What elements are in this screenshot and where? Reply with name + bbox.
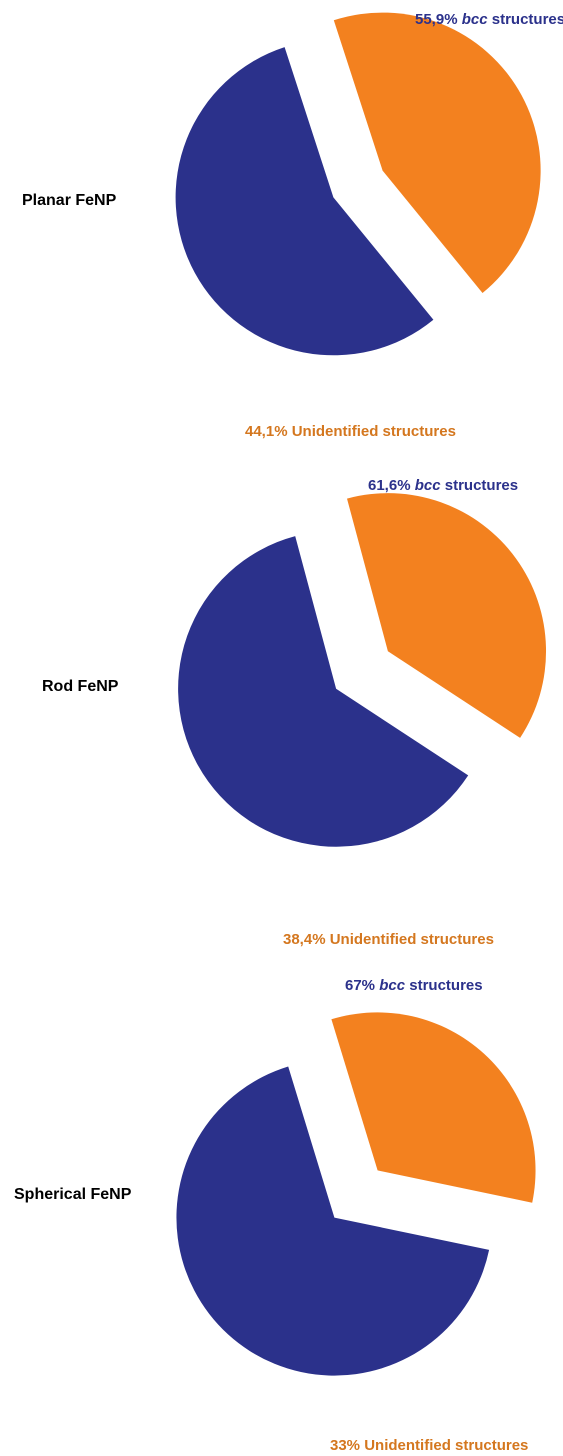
pie-chart-rod: Rod FeNP 61,6% bcc structures 38,4% Unid… [0, 470, 563, 950]
pie-slice-unidentified-spherical [331, 1012, 536, 1203]
slice-label-bcc-spherical-rest: structures [409, 977, 482, 994]
pie-chart-planar-svg: Planar FeNP 55,9% bcc structures 44,1% U… [22, 11, 563, 440]
chart-title-spherical: Spherical FeNP [14, 1186, 132, 1203]
slice-label-unidentified-planar-percent: 44,1% [245, 423, 288, 440]
slice-label-bcc-spherical: 67% bcc structures [345, 977, 483, 994]
slice-label-bcc-spherical-italic: bcc [379, 977, 406, 994]
slice-label-bcc-spherical-percent: 67% [345, 977, 375, 994]
slice-label-bcc-rod: 61,6% bcc structures [368, 477, 518, 494]
slice-label-unidentified-rod-percent: 38,4% [283, 931, 326, 948]
pie-chart-spherical: Spherical FeNP 67% bcc structures 33% Un… [0, 966, 563, 1456]
pie-slices-planar [175, 12, 541, 356]
pie-chart-planar: Planar FeNP 55,9% bcc structures 44,1% U… [0, 0, 563, 460]
pie-slice-unidentified-planar [333, 12, 541, 294]
slice-label-unidentified-planar-rest: Unidentified structures [292, 423, 456, 440]
slice-label-unidentified-spherical: 33% Unidentified structures [330, 1437, 528, 1454]
pie-slice-bcc-planar [175, 47, 434, 356]
pie-slice-bcc-spherical [176, 1066, 490, 1376]
slice-label-bcc-rod-percent: 61,6% [368, 477, 411, 494]
slice-label-unidentified-spherical-rest: Unidentified structures [364, 1437, 528, 1454]
chart-title-planar: Planar FeNP [22, 192, 117, 209]
slice-label-bcc-planar-rest: structures [492, 11, 563, 28]
slice-label-bcc-planar-italic: bcc [462, 11, 489, 28]
pie-slices-spherical [176, 1012, 536, 1376]
slice-label-unidentified-rod: 38,4% Unidentified structures [283, 931, 494, 948]
pie-chart-rod-svg: Rod FeNP 61,6% bcc structures 38,4% Unid… [42, 477, 547, 948]
slice-label-unidentified-rod-rest: Unidentified structures [330, 931, 494, 948]
slice-label-bcc-planar-percent: 55,9% [415, 11, 458, 28]
slice-label-unidentified-spherical-percent: 33% [330, 1437, 360, 1454]
pie-slice-unidentified-rod [347, 493, 547, 738]
chart-title-rod: Rod FeNP [42, 678, 119, 695]
pie-slices-rod [178, 493, 547, 847]
pie-slice-bcc-rod [178, 536, 469, 847]
slice-label-unidentified-planar: 44,1% Unidentified structures [245, 423, 456, 440]
pie-chart-spherical-svg: Spherical FeNP 67% bcc structures 33% Un… [14, 977, 536, 1454]
slice-label-bcc-planar: 55,9% bcc structures [415, 11, 563, 28]
slice-label-bcc-rod-italic: bcc [415, 477, 442, 494]
slice-label-bcc-rod-rest: structures [445, 477, 518, 494]
